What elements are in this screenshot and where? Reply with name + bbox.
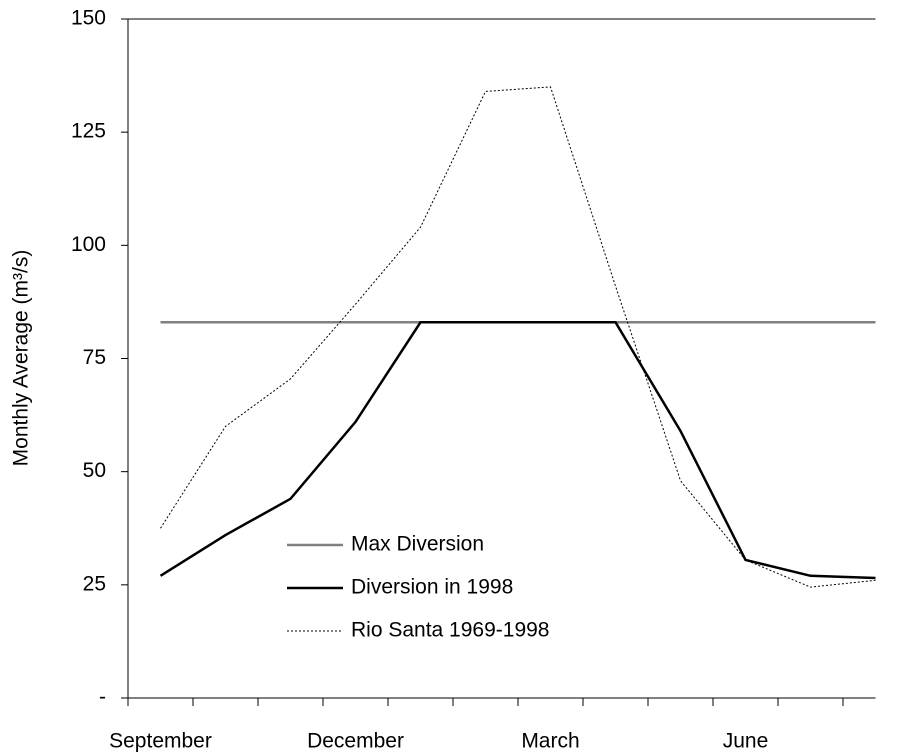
y-tick-label: -	[99, 686, 106, 709]
y-tick-label: 100	[71, 233, 106, 256]
x-tick-label: March	[521, 730, 579, 753]
y-tick-label: 50	[83, 459, 106, 482]
legend-label: Diversion in 1998	[351, 576, 513, 599]
x-tick-label: June	[723, 730, 769, 753]
y-tick-label: 25	[83, 572, 106, 595]
legend-label: Rio Santa 1969-1998	[351, 619, 550, 642]
x-tick-label: December	[307, 730, 404, 753]
y-axis-label: Monthly Average (m³/s)	[10, 250, 33, 467]
x-tick-label: September	[109, 730, 212, 753]
y-tick-label: 150	[71, 7, 106, 30]
line-series	[159, 321, 876, 580]
y-tick-label: 75	[83, 346, 106, 369]
y-tick-label: 125	[71, 120, 106, 143]
legend-label: Max Diversion	[351, 533, 484, 556]
line-series	[160, 86, 876, 588]
